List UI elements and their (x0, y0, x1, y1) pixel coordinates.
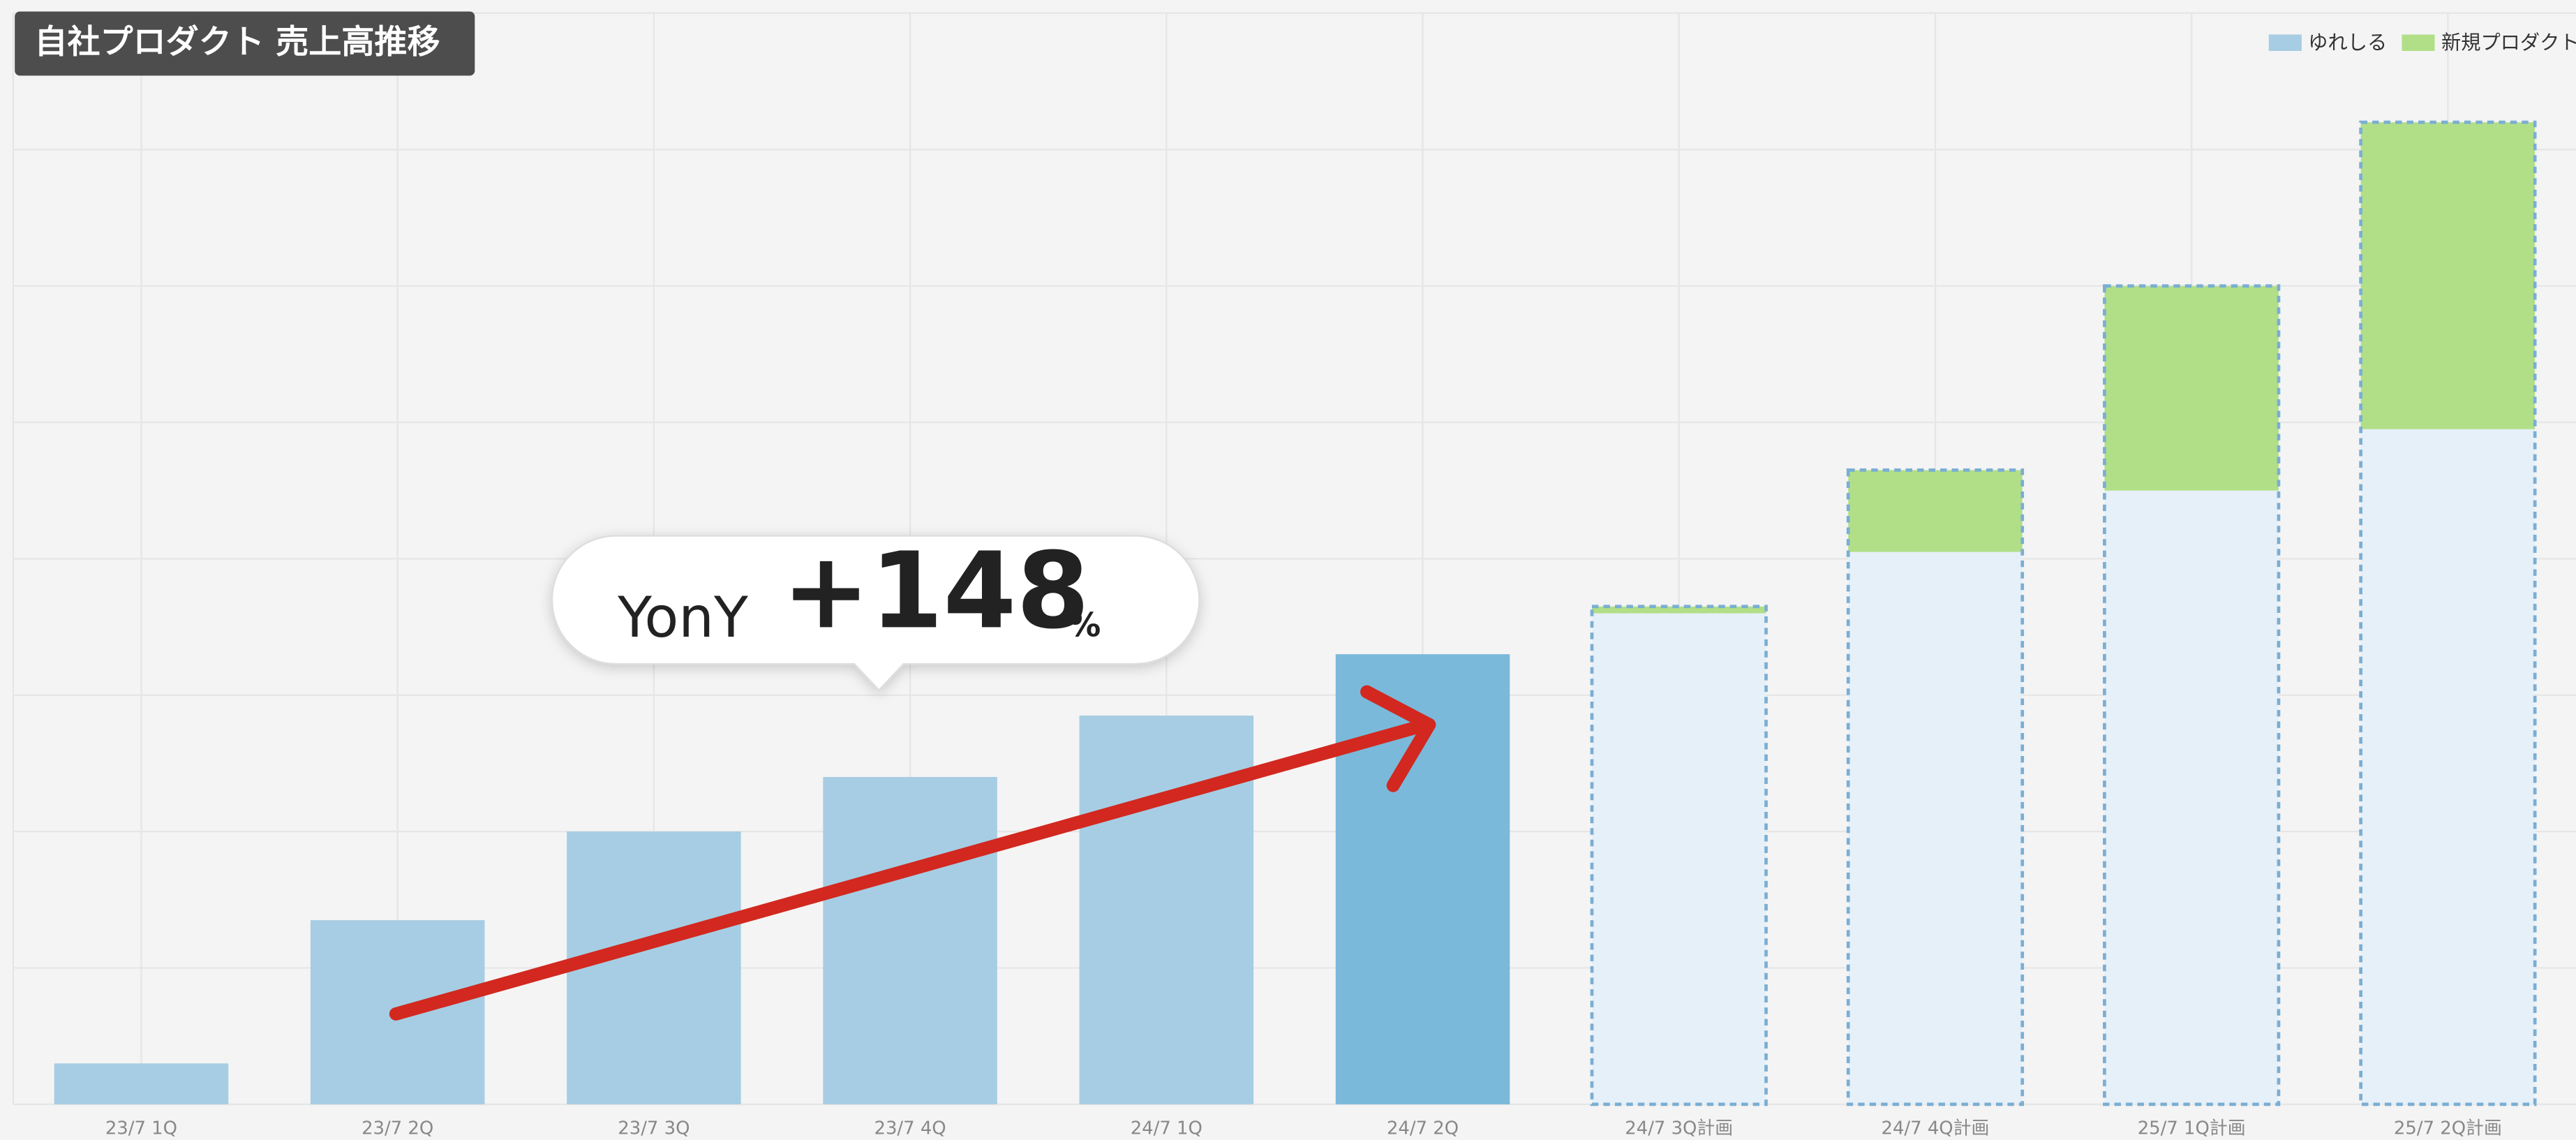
callout-bubble (551, 535, 1200, 692)
x-tick-label: 24/7 1Q (1131, 1118, 1203, 1139)
arrow-shaft (389, 718, 1433, 1021)
legend-label: 新規プロダクト (2441, 31, 2576, 54)
callout (551, 535, 1200, 692)
title-box (15, 11, 475, 76)
bar-segment (1591, 606, 1766, 614)
bar-segment (2360, 122, 2536, 429)
legend-swatch (2402, 34, 2435, 52)
bar-segment (2104, 286, 2279, 491)
x-tick-label: 25/7 1Q計画 (2138, 1118, 2246, 1139)
bar-segment (823, 776, 997, 1104)
callout-label: YonY (617, 585, 749, 650)
plan-outline (1590, 605, 1768, 1106)
arrow-head (1360, 685, 1436, 792)
x-tick-label: 24/7 3Q計画 (1625, 1118, 1733, 1139)
x-tick-label: 24/7 4Q計画 (1881, 1118, 1989, 1139)
bar-segment (1591, 613, 1766, 1104)
x-tick-label: 24/7 2Q (1387, 1118, 1459, 1139)
bar-segment (1848, 552, 2023, 1104)
bar-segment (567, 831, 741, 1104)
trend-arrow (389, 685, 1436, 1021)
bar-segment (54, 1063, 229, 1104)
legend-label: ゆれしる (2308, 31, 2387, 54)
callout-unit: % (1068, 607, 1101, 645)
chart-title: 自社プロダクト 売上高推移 (34, 23, 440, 61)
x-tick-label: 23/7 3Q (618, 1118, 690, 1139)
bar-segment (2104, 490, 2279, 1104)
legend-swatch (2268, 34, 2302, 52)
plan-outline (2103, 284, 2281, 1106)
legend: ゆれしる 新規プロダクト (2268, 31, 2576, 54)
x-tick-label: 23/7 2Q (362, 1118, 433, 1139)
x-tick-label: 23/7 4Q (874, 1118, 946, 1139)
plan-outline (1846, 468, 2025, 1106)
x-tick-label: 23/7 1Q (105, 1118, 177, 1139)
bar-segment (2360, 429, 2536, 1104)
callout-value: +148 (782, 529, 1089, 652)
plan-outline (2359, 120, 2537, 1106)
bar-segment (1848, 470, 2023, 552)
bars (54, 120, 2537, 1106)
x-tick-label: 25/7 2Q計画 (2394, 1118, 2502, 1139)
